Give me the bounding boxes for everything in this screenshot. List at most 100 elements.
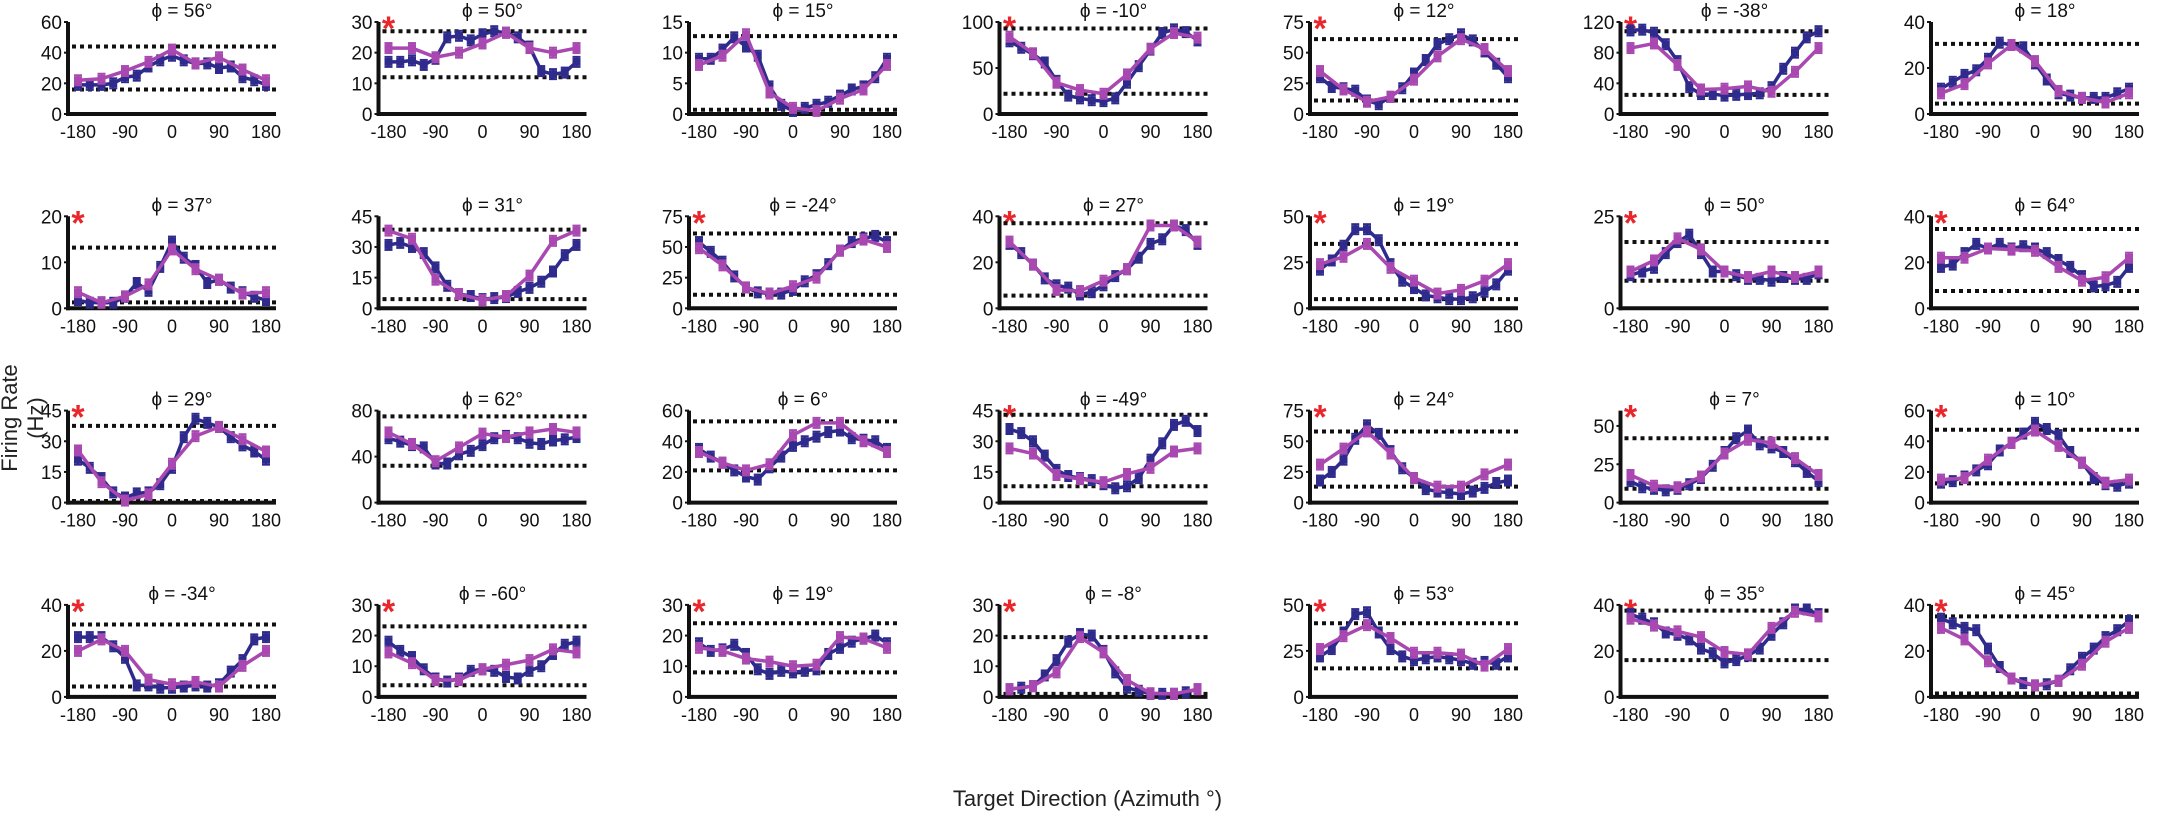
blue-series-point (490, 434, 499, 443)
blue-series-point (203, 279, 212, 287)
blue-series-point (1685, 635, 1694, 644)
magenta-series-point (1744, 82, 1752, 91)
blue-series-point (132, 279, 141, 287)
x-tick-label: 180 (561, 705, 591, 725)
magenta-series-point (2078, 458, 2086, 467)
x-tick-label: -90 (733, 705, 759, 725)
magenta-series-point (1433, 482, 1442, 491)
magenta-series-point (1720, 449, 1729, 458)
x-tick-label: -180 (991, 122, 1027, 142)
magenta-series-point (168, 459, 176, 468)
magenta-series-point (765, 88, 774, 97)
blue-series-point (74, 296, 82, 305)
magenta-series-point (1363, 427, 1371, 436)
magenta-series-point (1791, 67, 1799, 76)
blue-series-point (1134, 474, 1143, 483)
x-tick-label: -180 (991, 511, 1027, 531)
magenta-series-point (408, 439, 416, 448)
magenta-series-point (238, 661, 247, 670)
magenta-series-point (74, 446, 82, 455)
x-tick-label: 0 (788, 122, 798, 142)
y-tick-label: 30 (972, 596, 993, 617)
blue-series-point (1421, 485, 1430, 494)
panel-21: ϕ = 10° * 0 20 40 60 -180 -90 0 90 180 (1904, 390, 2144, 531)
blue-series-point (2054, 431, 2063, 440)
blue-series-point (396, 238, 405, 247)
blue-series-point (1708, 267, 1717, 276)
magenta-series-point (1005, 32, 1014, 41)
blue-series-point (1685, 83, 1694, 92)
x-tick-label: -90 (1043, 122, 1069, 142)
magenta-series-point (1984, 59, 1992, 68)
x-tick-label: 180 (251, 705, 281, 725)
panel-19: ϕ = 24° * 0 25 50 75 -180 -90 0 90 180 (1283, 390, 1523, 531)
magenta-series-point (191, 432, 200, 441)
blue-series-point (730, 466, 739, 475)
blue-series-point (250, 635, 259, 644)
magenta-series-point (718, 51, 727, 60)
panel-12: ϕ = 19° * 0 25 50 -180 -90 0 90 180 (1283, 195, 1523, 336)
significance-star: * (71, 204, 85, 242)
magenta-series-point (883, 242, 891, 251)
blue-series-point (1111, 94, 1120, 103)
y-tick-label: 20 (41, 74, 62, 95)
panel-title: ϕ = 35° (1704, 584, 1765, 605)
blue-series-point (836, 426, 844, 435)
significance-star: * (71, 593, 85, 631)
magenta-series-point (121, 67, 129, 76)
magenta-series-point (384, 428, 393, 437)
magenta-series-point (765, 460, 774, 469)
x-tick-label: 0 (2030, 705, 2040, 725)
magenta-series-point (1099, 478, 1108, 487)
magenta-series-point (742, 466, 750, 475)
y-tick-label: 20 (662, 463, 683, 484)
blue-series-point (2113, 89, 2122, 98)
magenta-series-point (1814, 44, 1823, 53)
magenta-series-point (1123, 676, 1131, 685)
blue-series-point (85, 633, 94, 642)
x-tick-label: 180 (872, 511, 902, 531)
blue-series-point (1685, 480, 1694, 489)
y-tick-label: 20 (972, 253, 993, 274)
magenta-series-point (168, 680, 176, 689)
x-tick-label: 180 (1493, 705, 1523, 725)
blue-series-point (2113, 626, 2122, 635)
blue-series-point (156, 56, 165, 65)
blue-series-point (2125, 262, 2133, 271)
panel-title: ϕ = 45° (2014, 584, 2075, 605)
magenta-series-point (883, 448, 891, 456)
blue-series-point (560, 640, 569, 649)
panel-title: ϕ = 15° (772, 1, 833, 22)
x-tick-label: -180 (681, 705, 717, 725)
magenta-series-point (2101, 273, 2110, 282)
magenta-series-point (1504, 260, 1512, 269)
x-tick-label: 90 (1451, 511, 1471, 531)
x-tick-label: -90 (1043, 511, 1069, 531)
blue-series-point (1995, 663, 2004, 671)
magenta-series-point (1673, 60, 1682, 69)
blue-series-point (250, 292, 259, 301)
magenta-series-point (1937, 89, 1945, 98)
blue-series-point (847, 637, 856, 646)
magenta-series-point (1433, 52, 1442, 61)
blue-series-point (1650, 263, 1658, 272)
blue-series-point (1972, 626, 1981, 635)
magenta-series-point (1170, 221, 1178, 230)
blue-series-point (1779, 619, 1788, 628)
y-tick-label: 0 (672, 299, 683, 320)
panel-3: ϕ = 15° 0 5 10 15 -180 -90 0 90 180 (662, 1, 902, 142)
blue-series-point (1720, 658, 1729, 667)
x-tick-label: 0 (477, 122, 487, 142)
magenta-series-point (2054, 676, 2063, 685)
y-tick-label: 25 (1283, 253, 1304, 274)
x-tick-label: -180 (60, 122, 96, 142)
blue-series-point (777, 289, 786, 298)
x-tick-label: 90 (2072, 316, 2092, 336)
blue-series-point (800, 666, 809, 675)
magenta-series-point (1457, 650, 1465, 659)
y-tick-label: 50 (1283, 596, 1304, 617)
blue-series-point (1638, 25, 1647, 34)
blue-series-point (443, 459, 452, 468)
